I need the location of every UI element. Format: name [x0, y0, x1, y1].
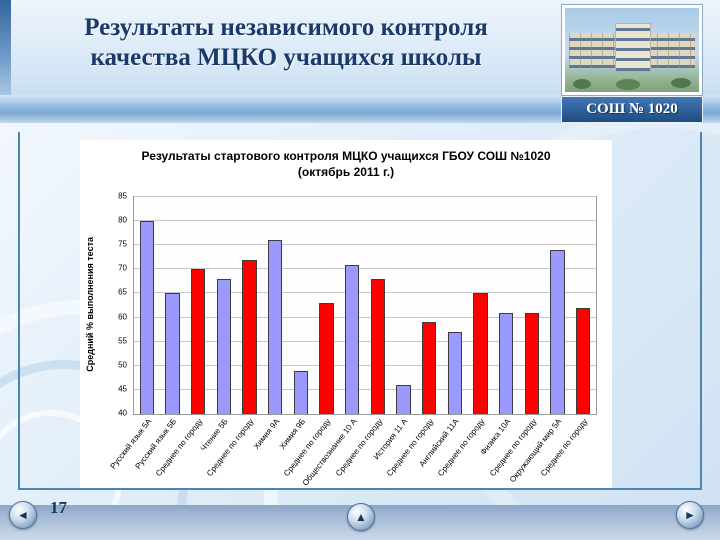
gridline: [134, 340, 596, 342]
gridline: [134, 388, 596, 390]
nav-forward-button[interactable]: ►: [676, 501, 704, 529]
x-axis-labels: Русский язык 5А Русский язык 5Б Среднее по…: [108, 416, 595, 488]
bar-class-result: [396, 385, 411, 414]
x-axis-label: Среднее по городу: [384, 417, 436, 478]
y-tick-label: 80: [118, 215, 127, 225]
content-frame: [18, 132, 702, 490]
y-tick-label: 85: [118, 191, 127, 201]
y-tick-label: 50: [118, 360, 127, 370]
bar-city-average: [370, 278, 385, 414]
plot-area: [133, 196, 597, 415]
y-tick-label: 60: [118, 312, 127, 322]
slide-title-line2: качества МЦКО учащихся школы: [90, 44, 482, 71]
bar-city-average: [473, 293, 488, 414]
chart-title: Результаты стартового контроля МЦКО учащ…: [80, 149, 612, 180]
school-building-image: [565, 8, 699, 92]
bar-city-average: [576, 307, 591, 414]
bar-class-result: [165, 293, 180, 414]
x-axis-label: Среднее по городу: [538, 417, 590, 478]
bar-city-average: [422, 322, 437, 414]
y-tick-label: 75: [118, 239, 127, 249]
x-axis-label: Среднее по городу: [282, 417, 333, 478]
bar-class-result: [216, 278, 231, 414]
bar-class-result: [447, 332, 462, 414]
x-axis-label: Среднее по городу: [153, 417, 205, 478]
bar-city-average: [319, 303, 334, 414]
y-tick-label: 40: [118, 408, 127, 418]
school-badge: СОШ № 1020: [561, 96, 703, 123]
gridline: [134, 244, 596, 246]
y-tick-label: 55: [118, 336, 127, 346]
bar-city-average: [191, 269, 206, 414]
y-tick-label: 45: [118, 384, 127, 394]
gridline: [134, 292, 596, 294]
bar-class-result: [550, 250, 565, 414]
home-arrow-icon: ▲: [355, 510, 367, 524]
header-accent-strip: [0, 0, 11, 95]
forward-arrow-icon: ►: [684, 508, 696, 522]
bush: [573, 78, 592, 89]
bush: [615, 79, 640, 91]
y-axis-title-box: Средний % выполнения теста: [81, 196, 99, 413]
bar-class-result: [293, 370, 308, 414]
bar-city-average: [524, 312, 539, 414]
bar-class-result: [499, 312, 514, 414]
x-axis-label: Среднее по городу: [205, 417, 256, 478]
bar-class-result: [268, 240, 283, 414]
gridline: [134, 220, 596, 222]
bush: [670, 77, 691, 88]
slide-title: Результаты независимого контроля качеств…: [30, 13, 542, 73]
x-axis-label: Химия 9А: [251, 417, 282, 452]
slide-title-line1: Результаты независимого контроля: [84, 14, 488, 41]
gridline: [134, 364, 596, 366]
y-tick-label: 70: [118, 263, 127, 273]
gridline: [134, 196, 596, 197]
nav-home-button[interactable]: ▲: [347, 503, 375, 531]
y-axis-title: Средний % выполнения теста: [85, 237, 95, 372]
school-photo: [561, 4, 703, 96]
building-center-tower: [614, 23, 652, 73]
bar-city-average: [242, 259, 257, 414]
page-number: 17: [50, 498, 67, 517]
nav-back-button[interactable]: ◄: [9, 501, 37, 529]
gridline: [134, 316, 596, 318]
bar-class-result: [139, 221, 154, 414]
chart-title-line1: Результаты стартового контроля МЦКО учащ…: [141, 149, 551, 163]
x-axis-label: Среднее по городу: [487, 417, 538, 478]
gridline: [134, 268, 596, 270]
y-tick-label: 65: [118, 287, 127, 297]
bar-class-result: [345, 264, 360, 414]
chart-title-line2: (октябрь 2011 г.): [297, 164, 395, 179]
x-axis-label: Среднее по городу: [333, 417, 384, 478]
x-axis-label: Среднее по городу: [436, 417, 487, 478]
y-axis: 40 45 50 55 60 65 70 75 80 85: [99, 192, 131, 418]
back-arrow-icon: ◄: [17, 508, 29, 522]
chart: Результаты стартового контроля МЦКО учащ…: [80, 140, 612, 488]
